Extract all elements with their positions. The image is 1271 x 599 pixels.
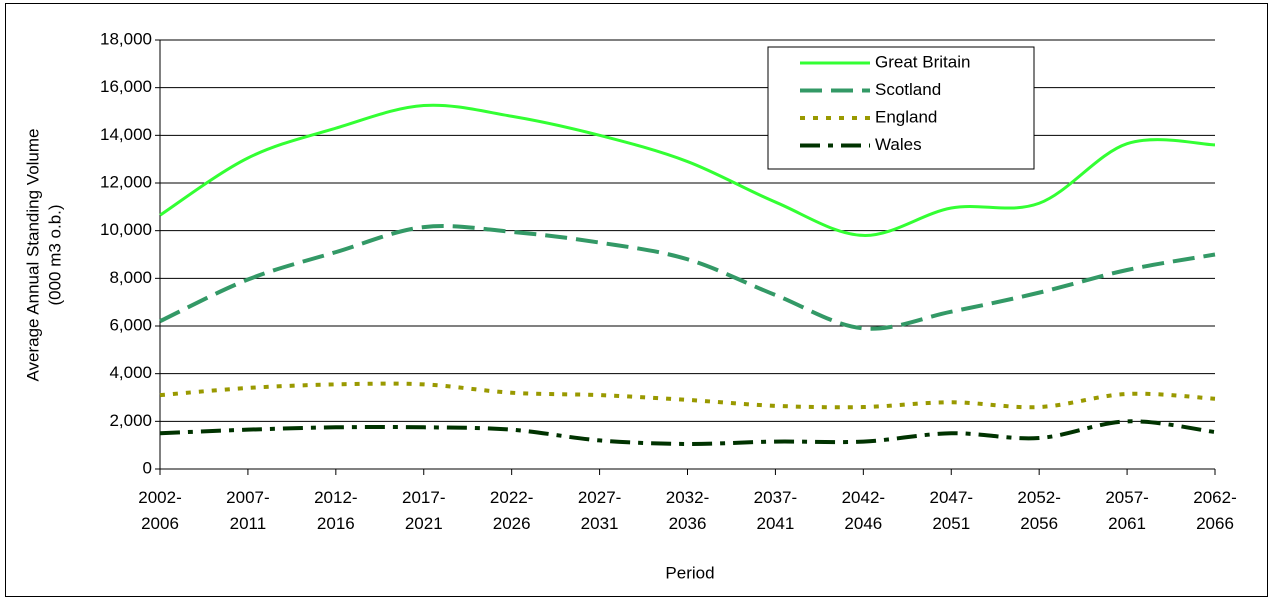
- legend-label: England: [875, 107, 937, 126]
- y-tick-label: 16,000: [100, 77, 152, 96]
- x-tick-label: 2047-2051: [930, 488, 973, 533]
- x-tick-label: 2062-2066: [1193, 488, 1236, 533]
- legend: Great Britain Scotland England Wales: [767, 46, 1035, 170]
- x-tick-label: 2027-2031: [578, 488, 621, 533]
- y-tick-label: 8,000: [109, 268, 152, 287]
- y-tick-label: 10,000: [100, 220, 152, 239]
- y-axis-title-line: (000 m3 o.b.): [45, 204, 64, 305]
- legend-label: Scotland: [875, 80, 941, 99]
- series-line: [159, 103, 1216, 237]
- series-line: [159, 224, 1216, 331]
- x-tick-label: 2007-2011: [226, 488, 269, 533]
- series-line: [159, 419, 1216, 446]
- x-tick-label: 2012-2016: [314, 488, 357, 533]
- y-tick-label: 14,000: [100, 125, 152, 144]
- series-line: [159, 381, 1216, 410]
- x-tick-label: 2032-2036: [666, 488, 709, 533]
- y-axis-title: Average Annual Standing Volume (000 m3 o…: [23, 129, 64, 382]
- x-tick-label: 2037-2041: [754, 488, 797, 533]
- x-tick-label: 2022-2026: [490, 488, 533, 533]
- chart-frame: [5, 3, 1268, 597]
- x-tick-label: 2057-2061: [1105, 488, 1148, 533]
- y-tick-label: 12,000: [100, 172, 152, 191]
- legend-label: Great Britain: [875, 52, 970, 71]
- x-tick-label: 2002-2006: [138, 488, 181, 533]
- y-tick-label: 0: [143, 458, 152, 477]
- x-tick-label: 2052-2056: [1017, 488, 1060, 533]
- x-tick-label: 2017-2021: [402, 488, 445, 533]
- y-tick-label: 2,000: [109, 411, 152, 430]
- x-axis-title: Period: [665, 563, 714, 582]
- y-tick-label: 6,000: [109, 315, 152, 334]
- y-tick-label: 4,000: [109, 363, 152, 382]
- legend-label: Wales: [875, 135, 922, 154]
- legend-box: [767, 46, 1035, 170]
- x-tick-label: 2042-2046: [842, 488, 885, 533]
- y-axis-title-line: Average Annual Standing Volume: [23, 129, 42, 382]
- y-tick-label: 18,000: [100, 29, 152, 48]
